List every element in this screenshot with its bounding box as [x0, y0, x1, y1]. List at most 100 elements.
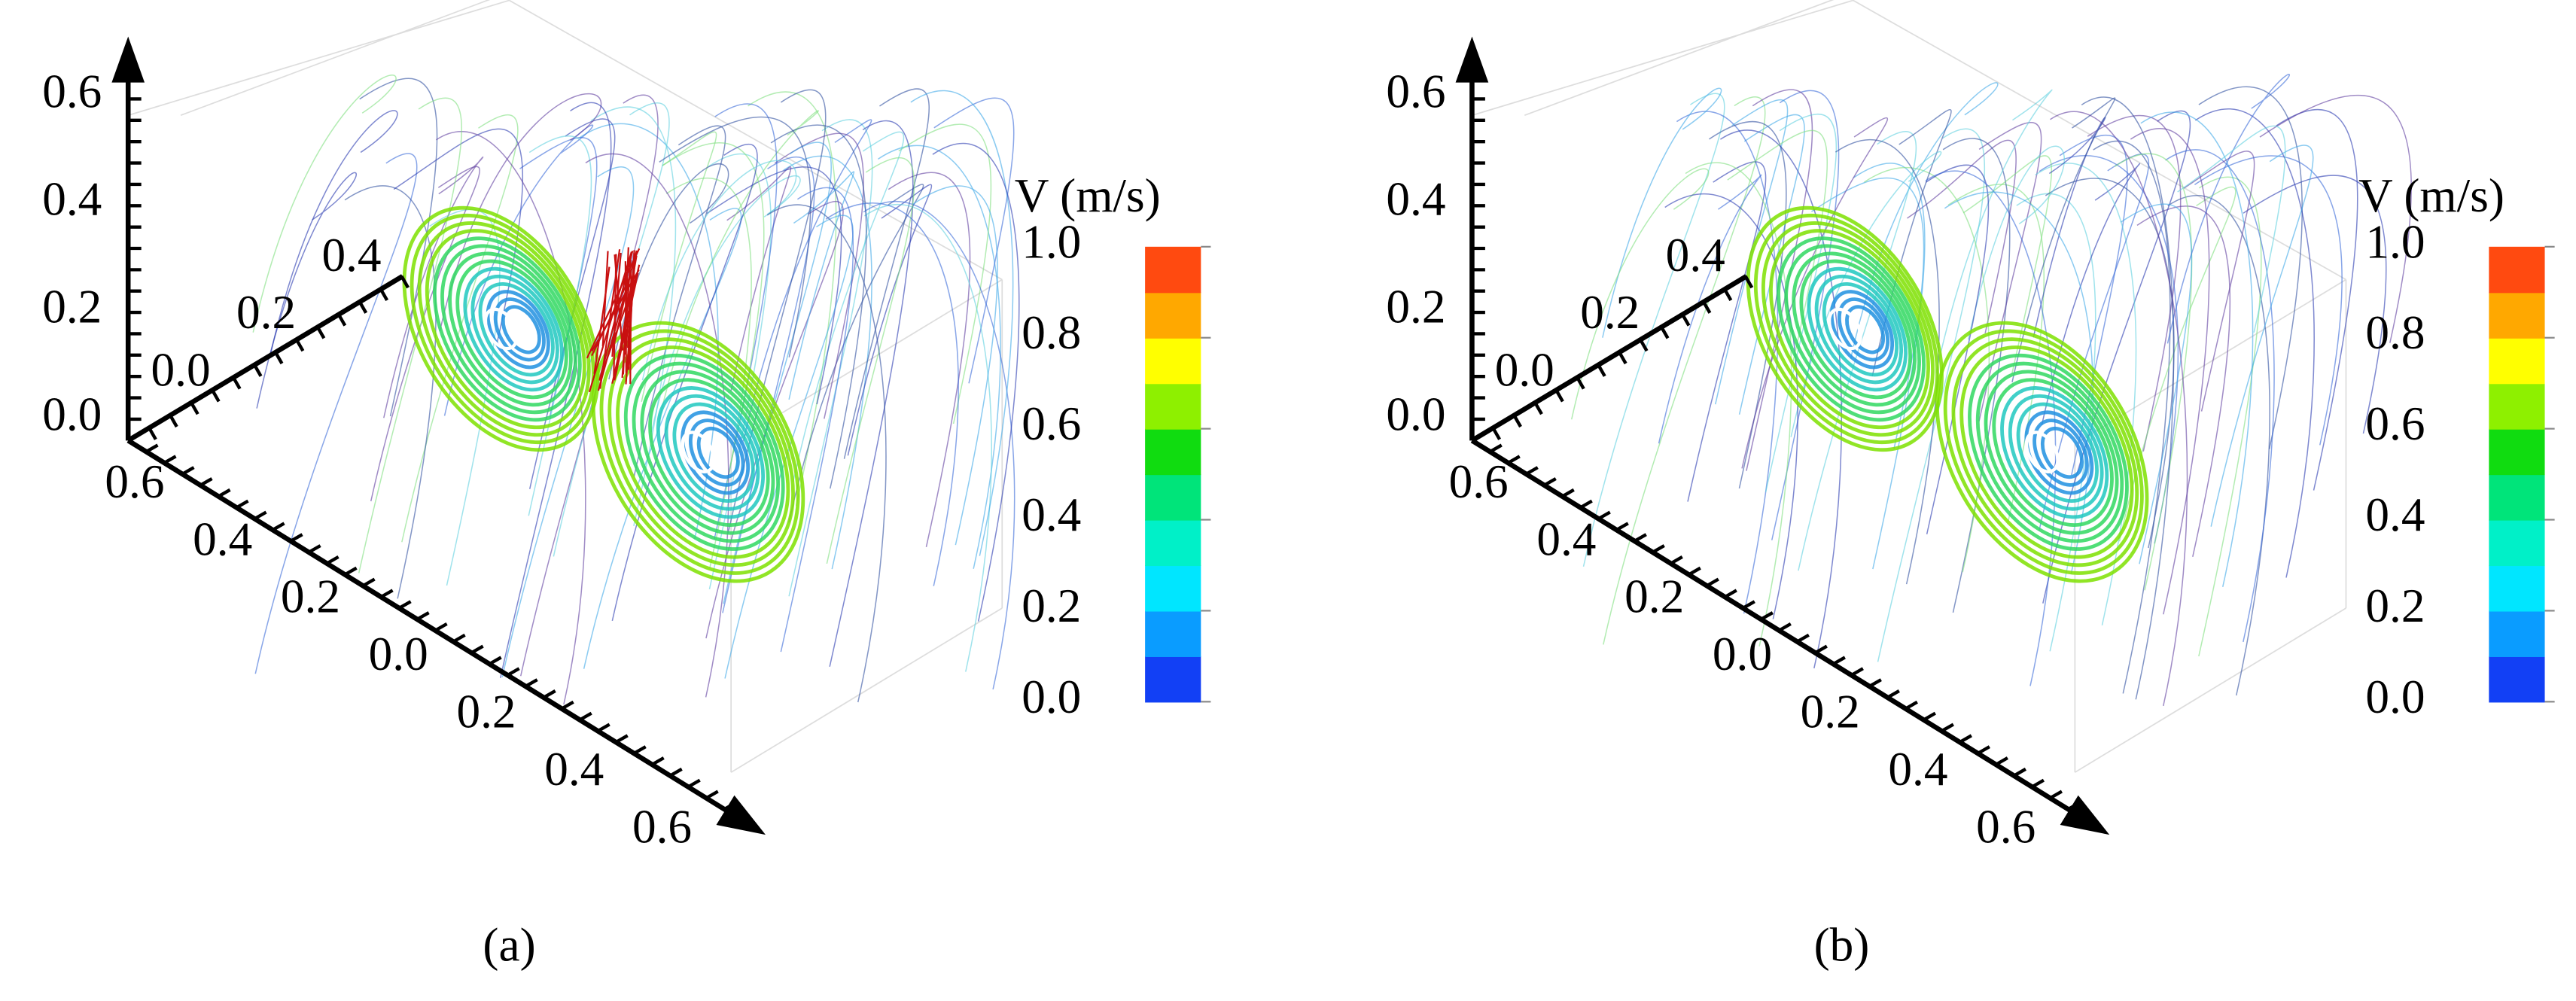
vortex-ring: [1975, 361, 2124, 543]
tick: [507, 667, 520, 677]
streamline: [2243, 175, 2387, 434]
x-tick-label: 0.4: [544, 743, 604, 796]
streamline: [2259, 94, 2413, 343]
streamline: [788, 184, 924, 523]
vortex-ring: [1837, 297, 1890, 362]
streamline: [766, 204, 887, 703]
colorbar-band: [2489, 337, 2545, 385]
vortex-ring: [1951, 337, 2139, 567]
vortex-ring: [1807, 266, 1908, 392]
colorbar-band: [1145, 428, 1201, 476]
tick: [434, 622, 448, 632]
tick: [1512, 414, 1522, 428]
tick: [1618, 351, 1628, 365]
streamline: [2198, 86, 2303, 449]
streamline: [2194, 108, 2315, 578]
colorbar-band: [1145, 610, 1201, 657]
x-tick-label: 0.6: [105, 455, 164, 508]
streamline: [2120, 203, 2193, 564]
tick: [687, 778, 701, 789]
vortex-ring: [599, 329, 800, 575]
tick: [294, 338, 305, 352]
tick: [1941, 723, 1954, 733]
vortex-ring: [448, 251, 573, 407]
arrow: [111, 36, 145, 83]
box-edge: [2074, 607, 2346, 773]
streamline: [401, 114, 519, 543]
tick: [2013, 767, 2026, 777]
streamline: [1978, 122, 2042, 421]
vortex-ring: [493, 297, 546, 362]
colorbar-band: [2489, 564, 2545, 612]
streamline: [650, 175, 801, 433]
vortex-ring: [616, 345, 790, 559]
streamline: [2032, 117, 2106, 338]
colorbar-tick-label: 0.6: [1022, 397, 1081, 450]
vortex-ring: [1769, 229, 1930, 430]
jet-line: [613, 254, 617, 376]
arrow: [716, 795, 766, 835]
colorbar-title: V (m/s): [2358, 169, 2504, 222]
vortex-ring: [501, 305, 541, 354]
tick: [236, 499, 249, 510]
colorbar-title: V (m/s): [1015, 169, 1161, 222]
z-tick-label: 0.0: [1386, 388, 1445, 440]
box-edge: [509, 0, 1003, 281]
streamline: [910, 90, 1014, 556]
colorbar-band: [2489, 383, 2545, 430]
tick: [1659, 326, 1670, 339]
tick: [1742, 600, 1755, 610]
tick: [1959, 734, 1972, 744]
y-tick-label: 0.0: [1495, 344, 1554, 397]
vortex-ring: [1968, 353, 2129, 551]
vortex-core: [2024, 431, 2060, 473]
tick: [190, 401, 199, 415]
colorbar-band: [2489, 656, 2545, 703]
streamline: [826, 157, 915, 564]
tick: [1868, 678, 1882, 688]
colorbar-tick-label: 0.6: [2365, 397, 2425, 450]
streamline: [2130, 128, 2210, 615]
tick: [1701, 300, 1712, 314]
streamline: [1709, 120, 1787, 489]
colorbar-band: [2489, 474, 2545, 521]
tick: [1554, 389, 1564, 403]
y-tick-label: 0.2: [1580, 286, 1640, 339]
colorbar-band: [2489, 246, 2545, 294]
streamline: [269, 110, 398, 359]
tick: [1639, 338, 1649, 352]
streamline: [1811, 177, 1925, 449]
streamline: [2198, 176, 2262, 657]
vortex-ring: [1784, 244, 1921, 415]
x-axis: [1470, 438, 2077, 816]
tick: [705, 790, 719, 800]
streamline: [2011, 97, 2116, 382]
colorbar-tick-label: 0.8: [2365, 306, 2425, 359]
vortex-ring: [432, 236, 582, 422]
tick: [669, 767, 683, 777]
panel-label: (a): [483, 918, 535, 971]
tick: [199, 477, 213, 487]
z-tick-label: 0.4: [42, 173, 102, 226]
x-tick-label: 0.4: [1888, 743, 1947, 796]
colorbar-band: [1145, 337, 1201, 385]
panel: 0.00.20.40.60.00.20.40.60.40.20.00.20.40…: [42, 0, 1211, 971]
vortex-ring: [1792, 251, 1917, 407]
streamline: [706, 166, 842, 405]
tick: [1796, 633, 1810, 644]
tick: [2031, 778, 2045, 789]
vortex-ring: [425, 229, 586, 430]
x-tick-label: 0.2: [456, 686, 516, 738]
z-tick-label: 0.2: [1386, 281, 1445, 333]
z-tick-label: 0.6: [42, 65, 102, 118]
x-tick-label: 0.2: [1624, 570, 1684, 623]
vortex-ring: [696, 426, 740, 479]
streamline: [2276, 108, 2358, 491]
jet-line: [624, 276, 633, 355]
tick: [416, 611, 430, 621]
streamline: [254, 153, 418, 674]
streamline: [1582, 93, 1725, 567]
colorbar-band: [1145, 656, 1201, 703]
tick: [272, 522, 285, 531]
